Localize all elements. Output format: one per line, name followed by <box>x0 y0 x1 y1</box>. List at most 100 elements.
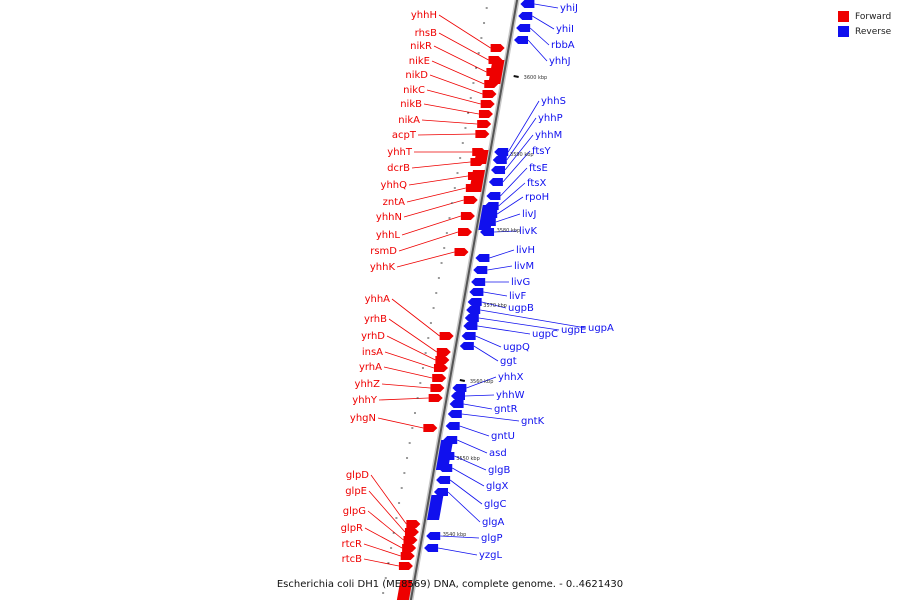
forward-gene-block[interactable] <box>475 130 490 138</box>
forward-gene-block[interactable] <box>482 90 497 98</box>
forward-gene-block[interactable] <box>460 212 475 220</box>
forward-gene-block[interactable] <box>406 520 421 528</box>
forward-gene-block[interactable] <box>435 356 450 364</box>
reverse-gene-label[interactable]: livG <box>511 277 530 288</box>
forward-gene-block[interactable] <box>454 248 469 256</box>
reverse-gene-label[interactable]: asd <box>489 448 507 459</box>
forward-gene-label[interactable]: yrhA <box>359 362 382 373</box>
reverse-gene-block[interactable] <box>467 298 482 306</box>
reverse-gene-label[interactable]: ftsX <box>527 178 546 189</box>
reverse-gene-block[interactable] <box>452 384 467 392</box>
forward-gene-block[interactable] <box>428 394 443 402</box>
reverse-gene-label[interactable]: ftsY <box>532 146 551 157</box>
reverse-gene-label[interactable]: rpoH <box>525 192 549 203</box>
reverse-gene-label[interactable]: glgB <box>488 465 510 476</box>
reverse-gene-label[interactable]: rbbA <box>551 40 575 51</box>
reverse-gene-block[interactable] <box>469 288 484 296</box>
reverse-gene-label[interactable]: gntR <box>494 404 518 415</box>
reverse-gene-label[interactable]: yhhW <box>496 390 525 401</box>
reverse-gene-label[interactable]: ugpQ <box>503 342 530 353</box>
forward-gene-label[interactable]: rtcR <box>342 539 363 550</box>
forward-gene-block[interactable] <box>423 424 438 432</box>
forward-gene-label[interactable]: nikB <box>400 99 422 110</box>
forward-gene-block[interactable] <box>396 580 413 600</box>
forward-gene-label[interactable]: acpT <box>392 130 417 141</box>
forward-gene-label[interactable]: nikA <box>398 115 420 126</box>
forward-gene-label[interactable]: rsmD <box>370 246 397 257</box>
reverse-gene-label[interactable]: ugpE <box>561 325 586 336</box>
forward-gene-block[interactable] <box>474 150 489 164</box>
forward-gene-block[interactable] <box>477 120 492 128</box>
forward-gene-block[interactable] <box>478 110 493 118</box>
reverse-gene-block[interactable] <box>427 495 444 520</box>
forward-gene-block[interactable] <box>463 196 478 204</box>
forward-gene-label[interactable]: yhhQ <box>381 180 408 191</box>
forward-gene-block[interactable] <box>433 364 448 372</box>
forward-gene-block[interactable] <box>400 552 415 560</box>
reverse-gene-label[interactable]: gntK <box>521 416 545 427</box>
reverse-gene-block[interactable] <box>459 342 474 350</box>
reverse-gene-label[interactable]: yzgL <box>479 550 503 561</box>
reverse-gene-label[interactable]: gntU <box>491 431 515 442</box>
reverse-gene-label[interactable]: yhhP <box>538 113 563 124</box>
forward-gene-label[interactable]: yhhT <box>387 147 413 158</box>
forward-gene-label[interactable]: nikE <box>409 56 430 67</box>
reverse-gene-label[interactable]: yhhJ <box>549 56 571 67</box>
forward-gene-block[interactable] <box>402 544 417 552</box>
forward-gene-label[interactable]: yhhN <box>376 212 402 223</box>
forward-gene-label[interactable]: glpD <box>346 470 369 481</box>
forward-gene-label[interactable]: nikC <box>403 85 425 96</box>
reverse-gene-block[interactable] <box>518 12 533 20</box>
forward-gene-block[interactable] <box>398 562 413 570</box>
reverse-gene-label[interactable]: livH <box>516 245 535 256</box>
forward-gene-label[interactable]: zntA <box>383 197 406 208</box>
reverse-gene-block[interactable] <box>449 400 464 408</box>
reverse-gene-block[interactable] <box>436 476 451 484</box>
reverse-gene-label[interactable]: glgP <box>481 533 503 544</box>
forward-gene-block[interactable] <box>490 44 505 52</box>
reverse-gene-label[interactable]: livF <box>509 291 526 302</box>
reverse-gene-block[interactable] <box>475 254 490 262</box>
forward-gene-label[interactable]: glpE <box>345 486 367 497</box>
forward-gene-label[interactable]: nikR <box>410 41 432 52</box>
reverse-gene-label[interactable]: ugpC <box>532 329 558 340</box>
forward-gene-label[interactable]: rhsB <box>415 28 437 39</box>
reverse-gene-label[interactable]: yhhM <box>535 130 562 141</box>
reverse-gene-block[interactable] <box>514 36 529 44</box>
forward-gene-label[interactable]: yhgN <box>350 413 376 424</box>
forward-gene-label[interactable]: yrhD <box>361 331 385 342</box>
forward-gene-block[interactable] <box>403 536 418 544</box>
reverse-gene-label[interactable]: yhhS <box>541 96 566 107</box>
reverse-gene-label[interactable]: yhiI <box>556 24 574 35</box>
reverse-gene-block[interactable] <box>461 332 476 340</box>
forward-gene-label[interactable]: nikD <box>405 70 428 81</box>
reverse-gene-block[interactable] <box>435 440 454 470</box>
forward-gene-block[interactable] <box>439 332 454 340</box>
reverse-gene-label[interactable]: ugpB <box>508 303 534 314</box>
reverse-gene-block[interactable] <box>451 392 466 400</box>
forward-gene-label[interactable]: yhhK <box>370 262 396 273</box>
forward-gene-block[interactable] <box>469 170 486 192</box>
reverse-gene-label[interactable]: livJ <box>522 209 536 220</box>
reverse-gene-block[interactable] <box>447 410 462 418</box>
reverse-gene-label[interactable]: livK <box>519 226 537 237</box>
reverse-gene-label[interactable]: ggt <box>500 356 517 367</box>
forward-gene-block[interactable] <box>430 384 445 392</box>
reverse-gene-block[interactable] <box>463 322 478 330</box>
reverse-gene-block[interactable] <box>492 156 507 164</box>
reverse-gene-block[interactable] <box>434 488 449 496</box>
forward-gene-label[interactable]: insA <box>362 347 383 358</box>
forward-gene-label[interactable]: yhhL <box>376 230 401 241</box>
reverse-gene-block[interactable] <box>426 532 441 540</box>
reverse-gene-block[interactable] <box>473 266 488 274</box>
reverse-gene-block[interactable] <box>424 544 439 552</box>
reverse-gene-label[interactable]: glgA <box>482 517 504 528</box>
reverse-gene-block[interactable] <box>471 278 486 286</box>
reverse-gene-label[interactable]: yhiJ <box>560 3 578 14</box>
forward-gene-label[interactable]: rtcB <box>342 554 363 565</box>
forward-gene-block[interactable] <box>458 228 473 236</box>
reverse-gene-block[interactable] <box>491 166 506 174</box>
forward-gene-block[interactable] <box>488 60 505 84</box>
reverse-gene-block[interactable] <box>516 24 531 32</box>
forward-gene-label[interactable]: yhhH <box>411 10 437 21</box>
